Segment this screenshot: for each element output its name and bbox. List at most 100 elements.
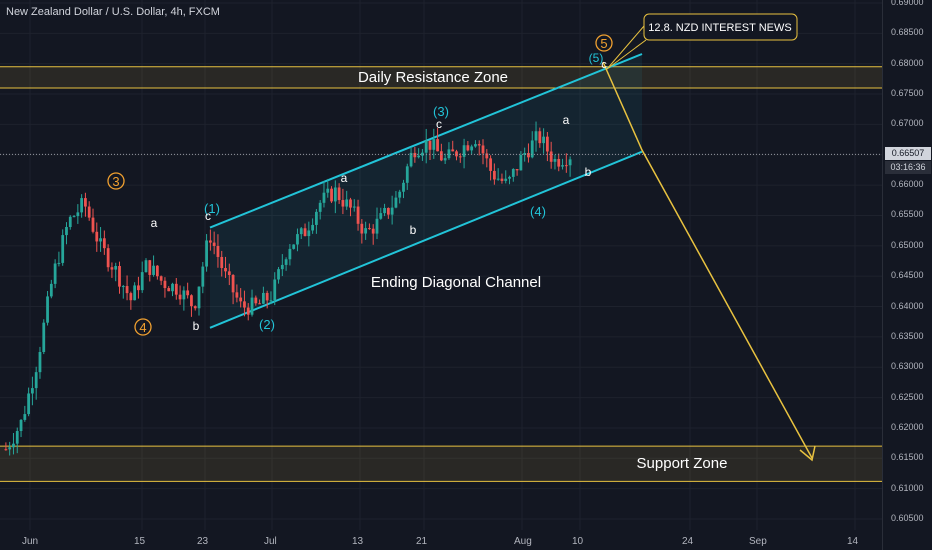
wave-label-p1: (1) bbox=[204, 201, 220, 216]
candle-body bbox=[311, 224, 315, 231]
candle-body bbox=[474, 144, 477, 147]
price-axis-tick: 0.65500 bbox=[891, 209, 924, 220]
candle-body bbox=[224, 268, 227, 272]
candle-body bbox=[292, 244, 296, 249]
candle-body bbox=[65, 226, 68, 236]
candle-body bbox=[462, 145, 466, 157]
time-axis-tick: 10 bbox=[572, 536, 584, 547]
chart-title: New Zealand Dollar / U.S. Dollar, 4h, FX… bbox=[6, 6, 220, 18]
candle-body bbox=[288, 248, 292, 260]
time-axis-tick: 24 bbox=[682, 536, 694, 547]
candle-body bbox=[538, 131, 542, 144]
wave-label-c: c bbox=[601, 59, 607, 71]
candle-body bbox=[557, 158, 561, 167]
candle-body bbox=[417, 155, 421, 158]
candle-body bbox=[61, 235, 65, 263]
candle-body bbox=[424, 140, 428, 153]
support-zone-label: Support Zone bbox=[637, 455, 728, 472]
candle-body bbox=[496, 178, 500, 180]
candle-body bbox=[386, 208, 390, 215]
candle-body bbox=[239, 297, 243, 302]
candle-body bbox=[114, 265, 118, 270]
candle-body bbox=[258, 303, 261, 305]
candle-body bbox=[155, 265, 159, 277]
candle-body bbox=[31, 388, 34, 394]
candle-body bbox=[481, 145, 485, 154]
price-axis-tick: 0.63500 bbox=[891, 330, 924, 341]
candle-body bbox=[193, 306, 197, 309]
time-axis-tick: 15 bbox=[134, 536, 146, 547]
price-axis-tick: 0.64500 bbox=[891, 270, 924, 281]
candle-body bbox=[564, 165, 568, 167]
resistance-zone bbox=[0, 66, 882, 88]
candle-body bbox=[110, 267, 114, 270]
news-callout-box bbox=[643, 13, 798, 41]
wave-label-5: 5 bbox=[600, 36, 607, 51]
candle-body bbox=[34, 372, 38, 389]
time-axis-tick: 23 bbox=[197, 536, 209, 547]
candle-body bbox=[243, 301, 246, 308]
candle-body bbox=[118, 265, 121, 287]
resistance-zone-label: Daily Resistance Zone bbox=[358, 69, 508, 86]
support-zone bbox=[0, 446, 882, 482]
candle-body bbox=[178, 294, 182, 300]
price-axis[interactable]: 0.69000 0.68500 0.68000 0.67500 0.67000 0.665… bbox=[882, 0, 932, 550]
candle-body bbox=[519, 154, 523, 171]
candle-body bbox=[137, 285, 140, 291]
candle-body bbox=[341, 200, 345, 207]
candle-body bbox=[95, 231, 99, 242]
price-axis-tick: 0.68000 bbox=[891, 57, 924, 68]
price-axis-tick: 0.69000 bbox=[891, 0, 924, 7]
candle-body bbox=[352, 206, 356, 208]
candle-body bbox=[4, 449, 8, 451]
candle-body bbox=[398, 191, 402, 198]
news-callout-text: 12.8. NZD INTEREST NEWS bbox=[648, 22, 791, 34]
candle-body bbox=[364, 228, 368, 234]
candle-body bbox=[527, 152, 530, 158]
candle-body bbox=[296, 234, 299, 245]
candle-body bbox=[265, 292, 269, 301]
candle-body bbox=[326, 188, 330, 193]
wave-label-c: c bbox=[205, 209, 211, 223]
candle-body bbox=[466, 145, 470, 151]
candle-body bbox=[485, 153, 489, 159]
candle-body bbox=[409, 152, 413, 167]
candle-body bbox=[42, 322, 46, 352]
candle-body bbox=[500, 178, 504, 181]
candle-body bbox=[477, 144, 481, 146]
candle-body bbox=[144, 260, 148, 273]
candle-body bbox=[368, 228, 371, 230]
candle-body bbox=[140, 272, 144, 291]
price-axis-tick: 0.61000 bbox=[891, 482, 924, 493]
candle-body bbox=[250, 297, 254, 315]
wave-label-b: b bbox=[585, 165, 592, 179]
candle-body bbox=[167, 288, 171, 292]
candle-body bbox=[322, 192, 326, 203]
candle-body bbox=[447, 149, 451, 159]
candle-body bbox=[152, 265, 155, 275]
candle-body bbox=[15, 431, 19, 444]
candle-body bbox=[553, 158, 557, 162]
candle-body bbox=[220, 256, 224, 269]
candle-body bbox=[212, 242, 216, 246]
time-axis-tick: 13 bbox=[352, 536, 364, 547]
time-axis-tick: 14 bbox=[847, 536, 859, 547]
price-axis-tick: 0.65000 bbox=[891, 239, 924, 250]
candle-body bbox=[428, 140, 432, 150]
time-axis-tick: Jun bbox=[22, 536, 39, 547]
price-axis-tick: 0.67500 bbox=[891, 88, 924, 99]
price-chart[interactable]: 12.8. NZD INTEREST NEWS Daily Resistance … bbox=[0, 0, 882, 550]
wave-label-4-circle bbox=[134, 318, 152, 336]
candle-body bbox=[171, 283, 174, 292]
candle-body bbox=[8, 447, 12, 450]
candle-body bbox=[46, 296, 49, 323]
candle-body bbox=[545, 136, 549, 152]
candle-body bbox=[508, 176, 511, 179]
projection-line bbox=[602, 61, 813, 459]
candle-body bbox=[345, 199, 349, 207]
candle-body bbox=[91, 217, 95, 232]
candle-body bbox=[511, 169, 515, 177]
candle-body bbox=[277, 269, 280, 280]
candle-body bbox=[333, 187, 337, 202]
candle-body bbox=[254, 297, 258, 304]
